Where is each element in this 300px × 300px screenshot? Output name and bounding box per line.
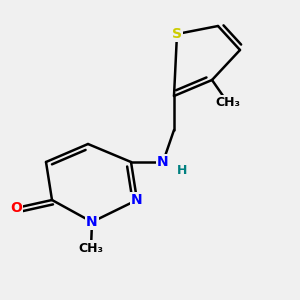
Text: N: N [157, 155, 169, 169]
Text: H: H [177, 164, 187, 176]
Text: CH₃: CH₃ [215, 97, 241, 110]
Text: N: N [86, 215, 98, 229]
Text: S: S [172, 27, 182, 41]
Text: O: O [10, 201, 22, 215]
Text: CH₃: CH₃ [79, 242, 104, 254]
Text: N: N [131, 193, 143, 207]
